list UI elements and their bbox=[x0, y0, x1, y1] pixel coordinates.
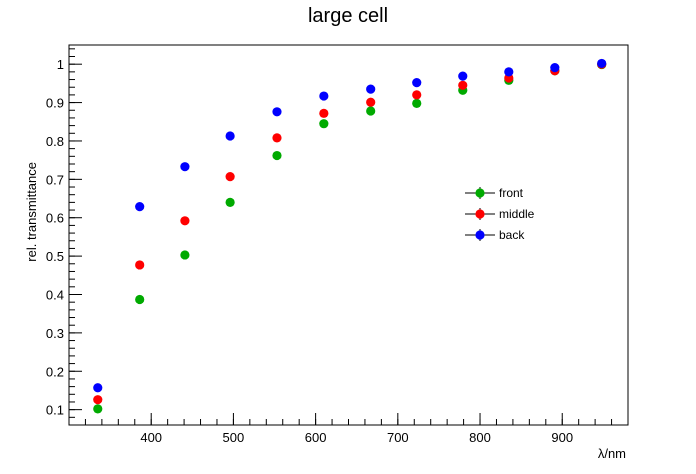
point-front bbox=[93, 404, 103, 414]
point-front bbox=[135, 294, 145, 305]
legend: front middle back bbox=[465, 186, 535, 242]
x-tick-label: 900 bbox=[551, 430, 573, 445]
point-back bbox=[225, 131, 235, 141]
point-back bbox=[412, 78, 422, 88]
y-tick-label: 0.3 bbox=[46, 326, 64, 341]
legend-marker bbox=[475, 230, 485, 240]
legend-label: back bbox=[499, 228, 525, 242]
point-middle bbox=[366, 97, 376, 107]
point-middle bbox=[135, 260, 145, 270]
chart-title: large cell bbox=[308, 5, 388, 27]
point-back bbox=[550, 63, 560, 73]
x-tick-label: 600 bbox=[305, 430, 327, 445]
y-tick-label: 0.9 bbox=[46, 96, 64, 111]
point-middle bbox=[180, 216, 190, 226]
point-middle bbox=[412, 90, 422, 100]
point-back bbox=[597, 58, 607, 69]
legend-entry-middle: middle bbox=[465, 207, 535, 221]
point-front bbox=[366, 106, 376, 116]
point-middle bbox=[319, 108, 329, 118]
point-front bbox=[319, 119, 329, 129]
point-middle bbox=[93, 395, 103, 405]
point-front bbox=[272, 150, 282, 161]
x-tick-label: 800 bbox=[469, 430, 491, 445]
point-front bbox=[412, 98, 422, 108]
legend-marker bbox=[475, 188, 485, 198]
x-axis: 400 500 600 700 800 900 bbox=[68, 413, 629, 445]
point-front bbox=[225, 197, 235, 207]
legend-marker bbox=[475, 209, 485, 219]
point-back bbox=[135, 201, 145, 212]
y-axis: 0.1 0.2 0.3 0.4 0.5 0.6 0.7 0.8 0.9 1 bbox=[46, 48, 82, 426]
plot-frame bbox=[68, 44, 629, 426]
x-tick-label: 700 bbox=[387, 430, 409, 445]
legend-label: middle bbox=[499, 207, 535, 221]
y-tick-label: 0.2 bbox=[46, 364, 64, 379]
y-tick-label: 0.1 bbox=[46, 403, 64, 418]
point-back bbox=[504, 67, 514, 77]
legend-entry-back: back bbox=[465, 228, 525, 242]
point-back bbox=[180, 162, 190, 172]
legend-entry-front: front bbox=[465, 186, 524, 200]
point-middle bbox=[225, 172, 235, 182]
point-back bbox=[272, 107, 282, 117]
y-tick-label: 0.5 bbox=[46, 249, 64, 264]
point-back bbox=[93, 383, 103, 393]
y-tick-label: 0.7 bbox=[46, 172, 64, 187]
point-back bbox=[366, 84, 376, 94]
point-middle bbox=[272, 133, 282, 143]
y-axis-title: rel. transmittance bbox=[24, 162, 39, 262]
y-tick-label: 0.4 bbox=[46, 287, 64, 302]
y-tick-label: 0.6 bbox=[46, 211, 64, 226]
point-back bbox=[319, 91, 329, 101]
y-tick-label: 1 bbox=[57, 57, 64, 72]
point-front bbox=[180, 250, 190, 260]
x-tick-label: 500 bbox=[223, 430, 245, 445]
data-points bbox=[93, 58, 607, 414]
point-back bbox=[458, 71, 468, 81]
legend-label: front bbox=[499, 186, 524, 200]
y-tick-label: 0.8 bbox=[46, 134, 64, 149]
x-tick-label: 400 bbox=[140, 430, 162, 445]
x-axis-title: λ/nm bbox=[598, 446, 626, 461]
point-middle bbox=[458, 80, 468, 90]
